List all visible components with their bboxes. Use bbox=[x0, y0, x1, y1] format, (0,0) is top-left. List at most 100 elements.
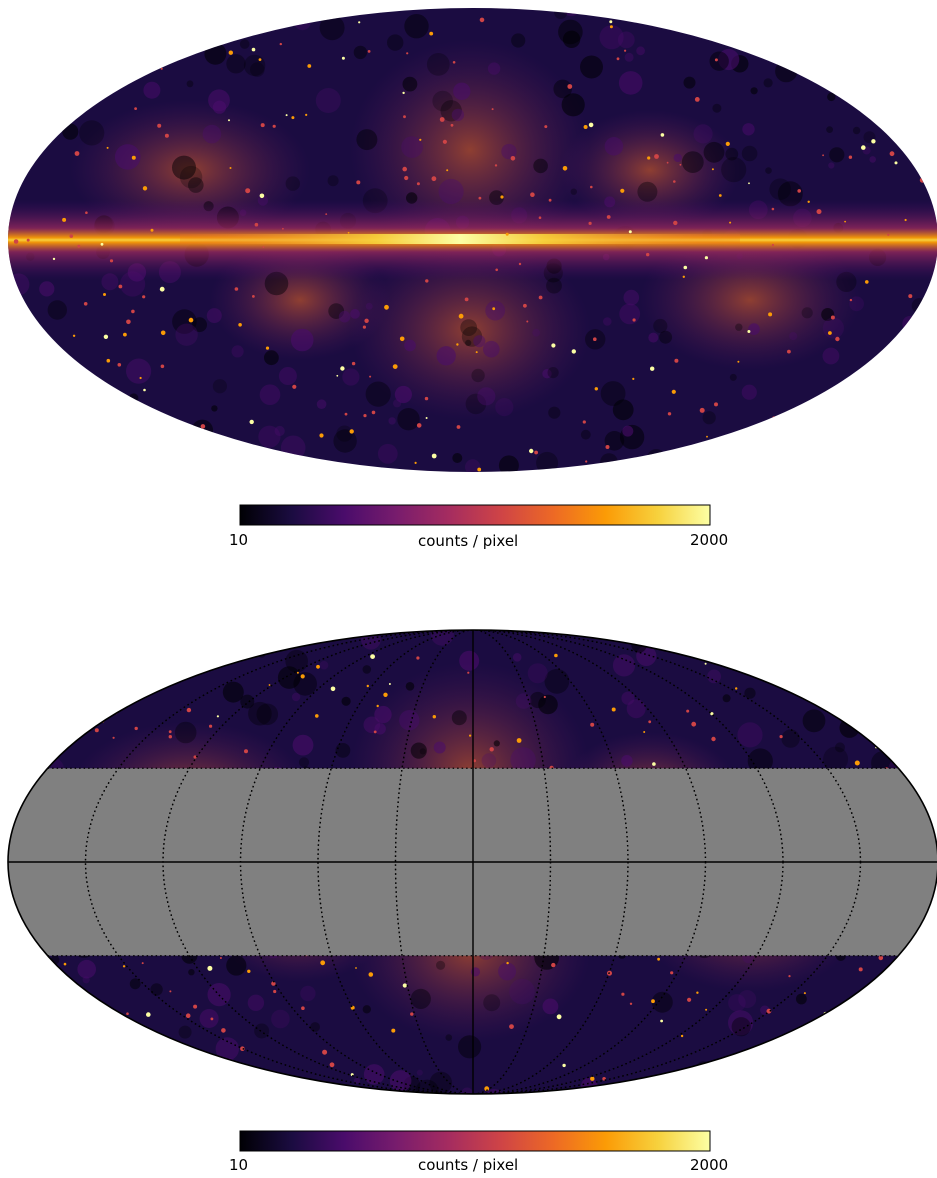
point-source bbox=[123, 332, 127, 337]
point-source bbox=[20, 622, 23, 625]
point-source bbox=[660, 1019, 663, 1023]
point-source bbox=[103, 293, 106, 296]
point-source bbox=[518, 262, 522, 266]
point-source bbox=[787, 349, 791, 354]
point-source bbox=[0, 858, 3, 862]
colorbar-title: counts / pixel bbox=[418, 532, 519, 550]
colorbar-min-label: 10 bbox=[229, 1156, 249, 1174]
point-source bbox=[272, 124, 276, 128]
point-source bbox=[371, 410, 376, 415]
point-source bbox=[362, 325, 366, 329]
point-source bbox=[291, 116, 295, 120]
point-source bbox=[85, 211, 88, 214]
point-source bbox=[910, 681, 915, 687]
point-source bbox=[373, 730, 377, 734]
point-source bbox=[119, 1057, 123, 1061]
point-source bbox=[128, 401, 132, 405]
point-source bbox=[187, 1083, 191, 1087]
point-source bbox=[743, 10, 748, 15]
point-source bbox=[691, 721, 697, 727]
point-source bbox=[679, 163, 682, 166]
point-source bbox=[169, 990, 172, 993]
point-source bbox=[735, 652, 739, 656]
point-source bbox=[910, 361, 915, 366]
point-source bbox=[828, 331, 832, 335]
point-source bbox=[888, 646, 891, 649]
point-source bbox=[506, 961, 509, 965]
point-source bbox=[666, 161, 669, 164]
point-source bbox=[773, 461, 779, 467]
point-source bbox=[58, 4, 60, 6]
sky-emission-layer bbox=[8, 0, 937, 472]
point-source bbox=[685, 28, 688, 31]
point-source bbox=[667, 412, 672, 416]
point-source bbox=[282, 227, 284, 230]
point-source bbox=[244, 749, 248, 754]
point-source bbox=[534, 450, 538, 455]
colorbar-max-label: 2000 bbox=[690, 1156, 729, 1174]
skymap-full-sky bbox=[8, 8, 937, 472]
point-source bbox=[883, 82, 888, 88]
point-source bbox=[117, 363, 122, 367]
point-source bbox=[259, 193, 265, 199]
point-source bbox=[887, 233, 890, 236]
point-source bbox=[556, 1014, 562, 1020]
point-source bbox=[142, 295, 146, 299]
point-source bbox=[473, 759, 476, 763]
point-source bbox=[870, 452, 874, 456]
point-source bbox=[878, 717, 884, 722]
point-source bbox=[419, 138, 422, 141]
point-source bbox=[646, 252, 650, 257]
point-source bbox=[551, 343, 556, 348]
point-source bbox=[53, 0, 57, 3]
point-source bbox=[105, 415, 110, 421]
point-source bbox=[768, 312, 773, 317]
point-source bbox=[406, 52, 409, 55]
point-source bbox=[307, 64, 312, 68]
colorbar-max-label: 2000 bbox=[690, 531, 729, 549]
point-source bbox=[863, 1005, 867, 1008]
point-source bbox=[138, 1062, 141, 1065]
point-source bbox=[771, 243, 775, 247]
point-source bbox=[74, 373, 78, 377]
point-source bbox=[425, 417, 428, 419]
point-source bbox=[118, 284, 123, 289]
point-source bbox=[606, 215, 611, 219]
point-source bbox=[77, 62, 83, 68]
point-source bbox=[489, 747, 494, 752]
point-source bbox=[671, 389, 676, 394]
point-source bbox=[590, 722, 595, 727]
point-source bbox=[913, 1068, 918, 1073]
point-source bbox=[585, 460, 588, 463]
point-source bbox=[30, 759, 33, 762]
point-source bbox=[366, 684, 369, 688]
point-source bbox=[730, 19, 733, 22]
point-source bbox=[193, 755, 197, 759]
point-source bbox=[456, 425, 461, 429]
point-source bbox=[830, 315, 835, 320]
point-source bbox=[126, 1012, 129, 1015]
point-source bbox=[854, 402, 857, 404]
point-source bbox=[567, 84, 573, 89]
point-source bbox=[872, 638, 875, 641]
point-source bbox=[919, 177, 925, 183]
point-source bbox=[554, 653, 558, 658]
point-source bbox=[609, 25, 613, 29]
point-source bbox=[844, 55, 847, 58]
point-source bbox=[13, 239, 19, 244]
point-source bbox=[729, 221, 732, 224]
colorbar-min-label: 10 bbox=[229, 531, 249, 549]
point-source bbox=[475, 351, 478, 354]
point-source bbox=[530, 192, 535, 197]
point-source bbox=[479, 17, 485, 23]
point-source bbox=[687, 11, 689, 14]
point-source bbox=[844, 220, 846, 223]
point-source bbox=[173, 446, 177, 450]
point-source bbox=[469, 734, 472, 737]
point-source bbox=[491, 108, 494, 111]
point-source bbox=[120, 1036, 124, 1041]
point-source bbox=[516, 738, 522, 743]
point-source bbox=[725, 141, 730, 146]
point-source bbox=[94, 56, 98, 61]
point-source bbox=[83, 302, 88, 306]
